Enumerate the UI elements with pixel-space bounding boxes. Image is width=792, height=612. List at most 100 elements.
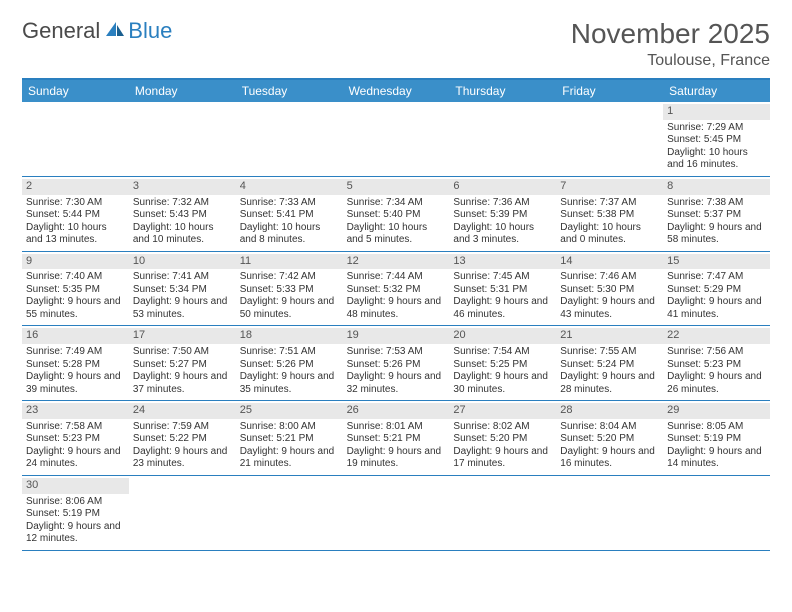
day-cell: 14Sunrise: 7:46 AMSunset: 5:30 PMDayligh… <box>556 252 663 326</box>
daylight-line: Daylight: 9 hours and 19 minutes. <box>347 446 446 471</box>
sunrise-line: Sunrise: 7:40 AM <box>26 271 125 284</box>
daylight-line: Daylight: 9 hours and 48 minutes. <box>347 296 446 321</box>
sunrise-line: Sunrise: 7:51 AM <box>240 346 339 359</box>
day-cell: 3Sunrise: 7:32 AMSunset: 5:43 PMDaylight… <box>129 177 236 251</box>
day-header-row: SundayMondayTuesdayWednesdayThursdayFrid… <box>22 80 770 102</box>
empty-cell <box>236 476 343 550</box>
day-number: 3 <box>129 179 236 195</box>
sunrise-line: Sunrise: 7:47 AM <box>667 271 766 284</box>
day-number: 14 <box>556 254 663 270</box>
sunrise-line: Sunrise: 7:37 AM <box>560 197 659 210</box>
day-number: 13 <box>449 254 556 270</box>
day-number: 26 <box>343 403 450 419</box>
day-number: 25 <box>236 403 343 419</box>
day-cell: 23 Sunrise: 7:58 AMSunset: 5:23 PMDayligh… <box>22 401 129 475</box>
day-cell: 11Sunrise: 7:42 AMSunset: 5:33 PMDayligh… <box>236 252 343 326</box>
day-number: 15 <box>663 254 770 270</box>
day-header-cell: Thursday <box>449 80 556 102</box>
day-cell: 22Sunrise: 7:56 AMSunset: 5:23 PMDayligh… <box>663 326 770 400</box>
day-cell: 13Sunrise: 7:45 AMSunset: 5:31 PMDayligh… <box>449 252 556 326</box>
daylight-line: Daylight: 9 hours and 24 minutes. <box>26 446 125 471</box>
sunrise-line: Sunrise: 8:02 AM <box>453 421 552 434</box>
day-number: 9 <box>22 254 129 270</box>
logo: General Blue <box>22 18 172 44</box>
sunset-line: Sunset: 5:30 PM <box>560 284 659 297</box>
empty-cell <box>129 476 236 550</box>
sunset-line: Sunset: 5:22 PM <box>133 433 232 446</box>
day-cell: 18Sunrise: 7:51 AMSunset: 5:26 PMDayligh… <box>236 326 343 400</box>
sunset-line: Sunset: 5:19 PM <box>667 433 766 446</box>
calendar-body: 1Sunrise: 7:29 AMSunset: 5:45 PMDaylight… <box>22 102 770 551</box>
sunrise-line: Sunrise: 7:58 AM <box>26 421 125 434</box>
daylight-line: Daylight: 9 hours and 46 minutes. <box>453 296 552 321</box>
logo-text-2: Blue <box>128 18 172 44</box>
week-row: 9Sunrise: 7:40 AMSunset: 5:35 PMDaylight… <box>22 252 770 327</box>
sunset-line: Sunset: 5:44 PM <box>26 209 125 222</box>
day-cell: 24Sunrise: 7:59 AMSunset: 5:22 PMDayligh… <box>129 401 236 475</box>
sunset-line: Sunset: 5:29 PM <box>667 284 766 297</box>
day-header-cell: Saturday <box>663 80 770 102</box>
day-cell: 17Sunrise: 7:50 AMSunset: 5:27 PMDayligh… <box>129 326 236 400</box>
day-cell: 6Sunrise: 7:36 AMSunset: 5:39 PMDaylight… <box>449 177 556 251</box>
day-number: 30 <box>22 478 129 494</box>
sunset-line: Sunset: 5:34 PM <box>133 284 232 297</box>
day-header-cell: Wednesday <box>343 80 450 102</box>
daylight-line: Daylight: 9 hours and 58 minutes. <box>667 222 766 247</box>
day-number: 10 <box>129 254 236 270</box>
day-number: 2 <box>22 179 129 195</box>
day-cell: 15Sunrise: 7:47 AMSunset: 5:29 PMDayligh… <box>663 252 770 326</box>
daylight-line: Daylight: 9 hours and 16 minutes. <box>560 446 659 471</box>
sunrise-line: Sunrise: 7:41 AM <box>133 271 232 284</box>
empty-cell <box>22 102 129 176</box>
daylight-line: Daylight: 10 hours and 16 minutes. <box>667 147 766 172</box>
daylight-line: Daylight: 9 hours and 55 minutes. <box>26 296 125 321</box>
sunrise-line: Sunrise: 7:44 AM <box>347 271 446 284</box>
week-row: 1Sunrise: 7:29 AMSunset: 5:45 PMDaylight… <box>22 102 770 177</box>
day-cell: 25Sunrise: 8:00 AMSunset: 5:21 PMDayligh… <box>236 401 343 475</box>
day-cell: 19Sunrise: 7:53 AMSunset: 5:26 PMDayligh… <box>343 326 450 400</box>
sunrise-line: Sunrise: 7:49 AM <box>26 346 125 359</box>
day-number: 12 <box>343 254 450 270</box>
day-cell: 28Sunrise: 8:04 AMSunset: 5:20 PMDayligh… <box>556 401 663 475</box>
day-cell: 8Sunrise: 7:38 AMSunset: 5:37 PMDaylight… <box>663 177 770 251</box>
day-number: 23 <box>22 403 129 419</box>
day-number: 8 <box>663 179 770 195</box>
day-cell: 7Sunrise: 7:37 AMSunset: 5:38 PMDaylight… <box>556 177 663 251</box>
daylight-line: Daylight: 9 hours and 28 minutes. <box>560 371 659 396</box>
sunset-line: Sunset: 5:40 PM <box>347 209 446 222</box>
day-header-cell: Sunday <box>22 80 129 102</box>
sunset-line: Sunset: 5:20 PM <box>560 433 659 446</box>
title-block: November 2025 Toulouse, France <box>571 18 770 70</box>
sunrise-line: Sunrise: 7:42 AM <box>240 271 339 284</box>
sunset-line: Sunset: 5:33 PM <box>240 284 339 297</box>
sunset-line: Sunset: 5:41 PM <box>240 209 339 222</box>
header: General Blue November 2025 Toulouse, Fra… <box>22 18 770 70</box>
sunset-line: Sunset: 5:21 PM <box>347 433 446 446</box>
daylight-line: Daylight: 10 hours and 10 minutes. <box>133 222 232 247</box>
sunset-line: Sunset: 5:23 PM <box>26 433 125 446</box>
empty-cell <box>343 102 450 176</box>
sunset-line: Sunset: 5:21 PM <box>240 433 339 446</box>
sunset-line: Sunset: 5:35 PM <box>26 284 125 297</box>
empty-cell <box>129 102 236 176</box>
sunrise-line: Sunrise: 7:50 AM <box>133 346 232 359</box>
day-header-cell: Friday <box>556 80 663 102</box>
day-number: 20 <box>449 328 556 344</box>
day-cell: 9Sunrise: 7:40 AMSunset: 5:35 PMDaylight… <box>22 252 129 326</box>
calendar: SundayMondayTuesdayWednesdayThursdayFrid… <box>22 78 770 551</box>
week-row: 2Sunrise: 7:30 AMSunset: 5:44 PMDaylight… <box>22 177 770 252</box>
sunrise-line: Sunrise: 8:04 AM <box>560 421 659 434</box>
day-number: 11 <box>236 254 343 270</box>
sunset-line: Sunset: 5:20 PM <box>453 433 552 446</box>
week-row: 30Sunrise: 8:06 AMSunset: 5:19 PMDayligh… <box>22 476 770 551</box>
sunset-line: Sunset: 5:28 PM <box>26 359 125 372</box>
sunrise-line: Sunrise: 7:36 AM <box>453 197 552 210</box>
sunset-line: Sunset: 5:27 PM <box>133 359 232 372</box>
week-row: 23Sunrise: 7:58 AMSunset: 5:23 PMDayligh… <box>22 401 770 476</box>
daylight-line: Daylight: 9 hours and 41 minutes. <box>667 296 766 321</box>
day-number: 7 <box>556 179 663 195</box>
sunset-line: Sunset: 5:45 PM <box>667 134 766 147</box>
day-header-cell: Tuesday <box>236 80 343 102</box>
daylight-line: Daylight: 10 hours and 3 minutes. <box>453 222 552 247</box>
day-cell: 29Sunrise: 8:05 AMSunset: 5:19 PMDayligh… <box>663 401 770 475</box>
